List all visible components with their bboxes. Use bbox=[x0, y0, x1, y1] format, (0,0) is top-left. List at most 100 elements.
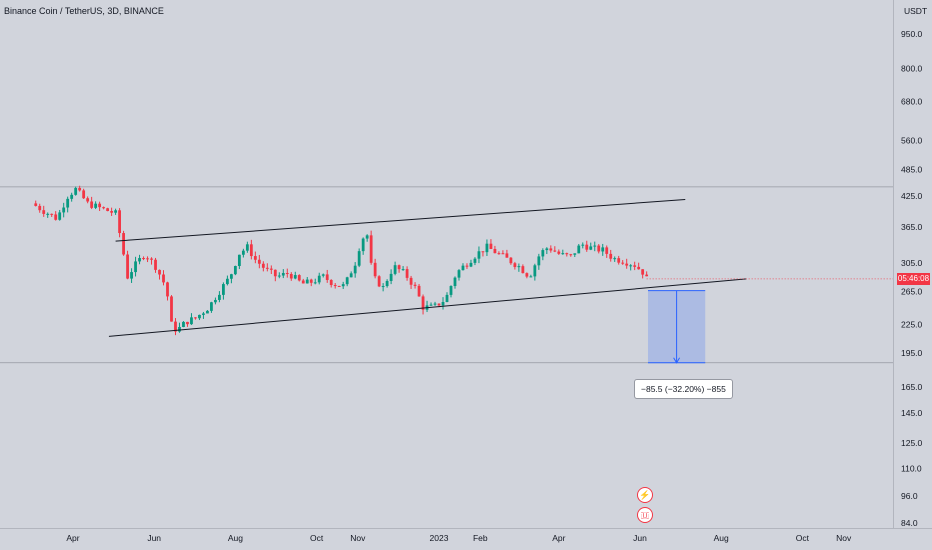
x-tick-label: Jun bbox=[633, 533, 647, 543]
candle-body bbox=[553, 250, 557, 252]
y-tick-label: 365.0 bbox=[901, 222, 923, 232]
candle-body bbox=[118, 210, 121, 234]
x-tick-label: Apr bbox=[66, 533, 79, 543]
candle-body bbox=[194, 317, 197, 319]
candle-body bbox=[621, 262, 625, 264]
candle-body bbox=[597, 245, 601, 252]
y-tick-label: 96.0 bbox=[901, 491, 918, 501]
candle-body bbox=[106, 208, 110, 212]
candle-body bbox=[305, 279, 309, 284]
candle-body bbox=[477, 251, 481, 259]
y-tick-label: 800.0 bbox=[901, 64, 923, 74]
candle-body bbox=[170, 296, 173, 322]
candle-body bbox=[66, 198, 70, 208]
candle-body bbox=[233, 266, 237, 275]
measure-arrow-head bbox=[673, 357, 681, 364]
candle-body bbox=[641, 269, 645, 275]
candle-body bbox=[241, 250, 245, 255]
candle-body bbox=[257, 259, 261, 264]
candle-body bbox=[289, 273, 293, 279]
x-tick-label: Jun bbox=[147, 533, 161, 543]
candle-body bbox=[86, 198, 90, 202]
x-tick-label: Nov bbox=[350, 533, 366, 543]
y-tick-label: 425.0 bbox=[901, 191, 923, 201]
candle-body bbox=[409, 277, 413, 285]
candle-body bbox=[130, 272, 133, 279]
x-tick-label: Apr bbox=[552, 533, 565, 543]
x-tick-label: 2023 bbox=[430, 533, 449, 543]
candle-body bbox=[365, 235, 369, 239]
candle-body bbox=[333, 285, 337, 287]
candle-body bbox=[50, 213, 54, 215]
candle-body bbox=[281, 272, 285, 276]
candle-body bbox=[377, 276, 381, 287]
candle-body bbox=[537, 256, 541, 266]
x-tick-label: Aug bbox=[228, 533, 243, 543]
candle-body bbox=[126, 254, 129, 279]
candle-body bbox=[229, 274, 233, 279]
candle-body bbox=[573, 253, 577, 255]
candle-body bbox=[497, 253, 501, 255]
candle-body bbox=[457, 270, 461, 278]
candle-body bbox=[321, 274, 325, 276]
candle-body bbox=[178, 326, 181, 332]
candle-body bbox=[253, 256, 257, 260]
candle-body bbox=[473, 258, 477, 263]
candle-body bbox=[114, 210, 117, 213]
candle-body bbox=[329, 279, 333, 286]
candle-body bbox=[633, 265, 637, 267]
candle-body bbox=[154, 259, 157, 270]
y-tick-label: 125.0 bbox=[901, 438, 923, 448]
candle-body bbox=[162, 274, 165, 283]
candle-body bbox=[453, 277, 457, 287]
candle-body bbox=[249, 244, 253, 257]
candle-body bbox=[34, 203, 38, 206]
candle-body bbox=[150, 258, 153, 260]
candle-body bbox=[90, 201, 94, 208]
y-tick-label: 145.0 bbox=[901, 408, 923, 418]
y-tick-label: 195.0 bbox=[901, 348, 923, 358]
candle-body bbox=[142, 258, 145, 260]
candle-body bbox=[309, 279, 313, 283]
candle-body bbox=[549, 248, 553, 251]
candle-body bbox=[521, 266, 525, 274]
lightning-icon[interactable]: ⚡ bbox=[637, 487, 653, 503]
candle-body bbox=[533, 265, 537, 277]
candle-body bbox=[261, 263, 265, 268]
candle-body bbox=[46, 213, 50, 215]
candle-body bbox=[369, 235, 373, 263]
candle-body bbox=[513, 263, 517, 268]
candle-body bbox=[198, 314, 201, 319]
y-tick-label: 84.0 bbox=[901, 518, 918, 528]
x-tick-label: Aug bbox=[714, 533, 729, 543]
last-price-tag: 05:46:08 bbox=[897, 272, 930, 285]
candle-body bbox=[557, 251, 561, 254]
candle-body bbox=[589, 246, 593, 250]
candle-body bbox=[401, 269, 405, 271]
candle-body bbox=[277, 275, 281, 277]
candle-body bbox=[190, 317, 193, 325]
candle-body bbox=[202, 313, 205, 315]
candle-body bbox=[38, 205, 42, 211]
candle-body bbox=[389, 273, 393, 281]
y-tick-label: 560.0 bbox=[901, 136, 923, 146]
candle-body bbox=[301, 280, 305, 284]
candle-body bbox=[361, 238, 365, 252]
candle-body bbox=[70, 194, 74, 199]
candle-body bbox=[645, 274, 649, 277]
candle-body bbox=[429, 304, 433, 306]
x-tick-label: Nov bbox=[836, 533, 852, 543]
candle-body bbox=[146, 258, 149, 260]
us-flag-icon[interactable]: 🇺 bbox=[637, 507, 653, 523]
candle-body bbox=[74, 187, 78, 195]
candle-body bbox=[433, 303, 437, 305]
y-tick-label: 110.0 bbox=[901, 464, 922, 474]
candle-body bbox=[629, 265, 633, 267]
candle-body bbox=[509, 257, 513, 264]
candle-body bbox=[313, 282, 317, 284]
candle-body bbox=[565, 253, 569, 255]
candle-body bbox=[218, 294, 221, 300]
candle-body bbox=[617, 258, 621, 263]
